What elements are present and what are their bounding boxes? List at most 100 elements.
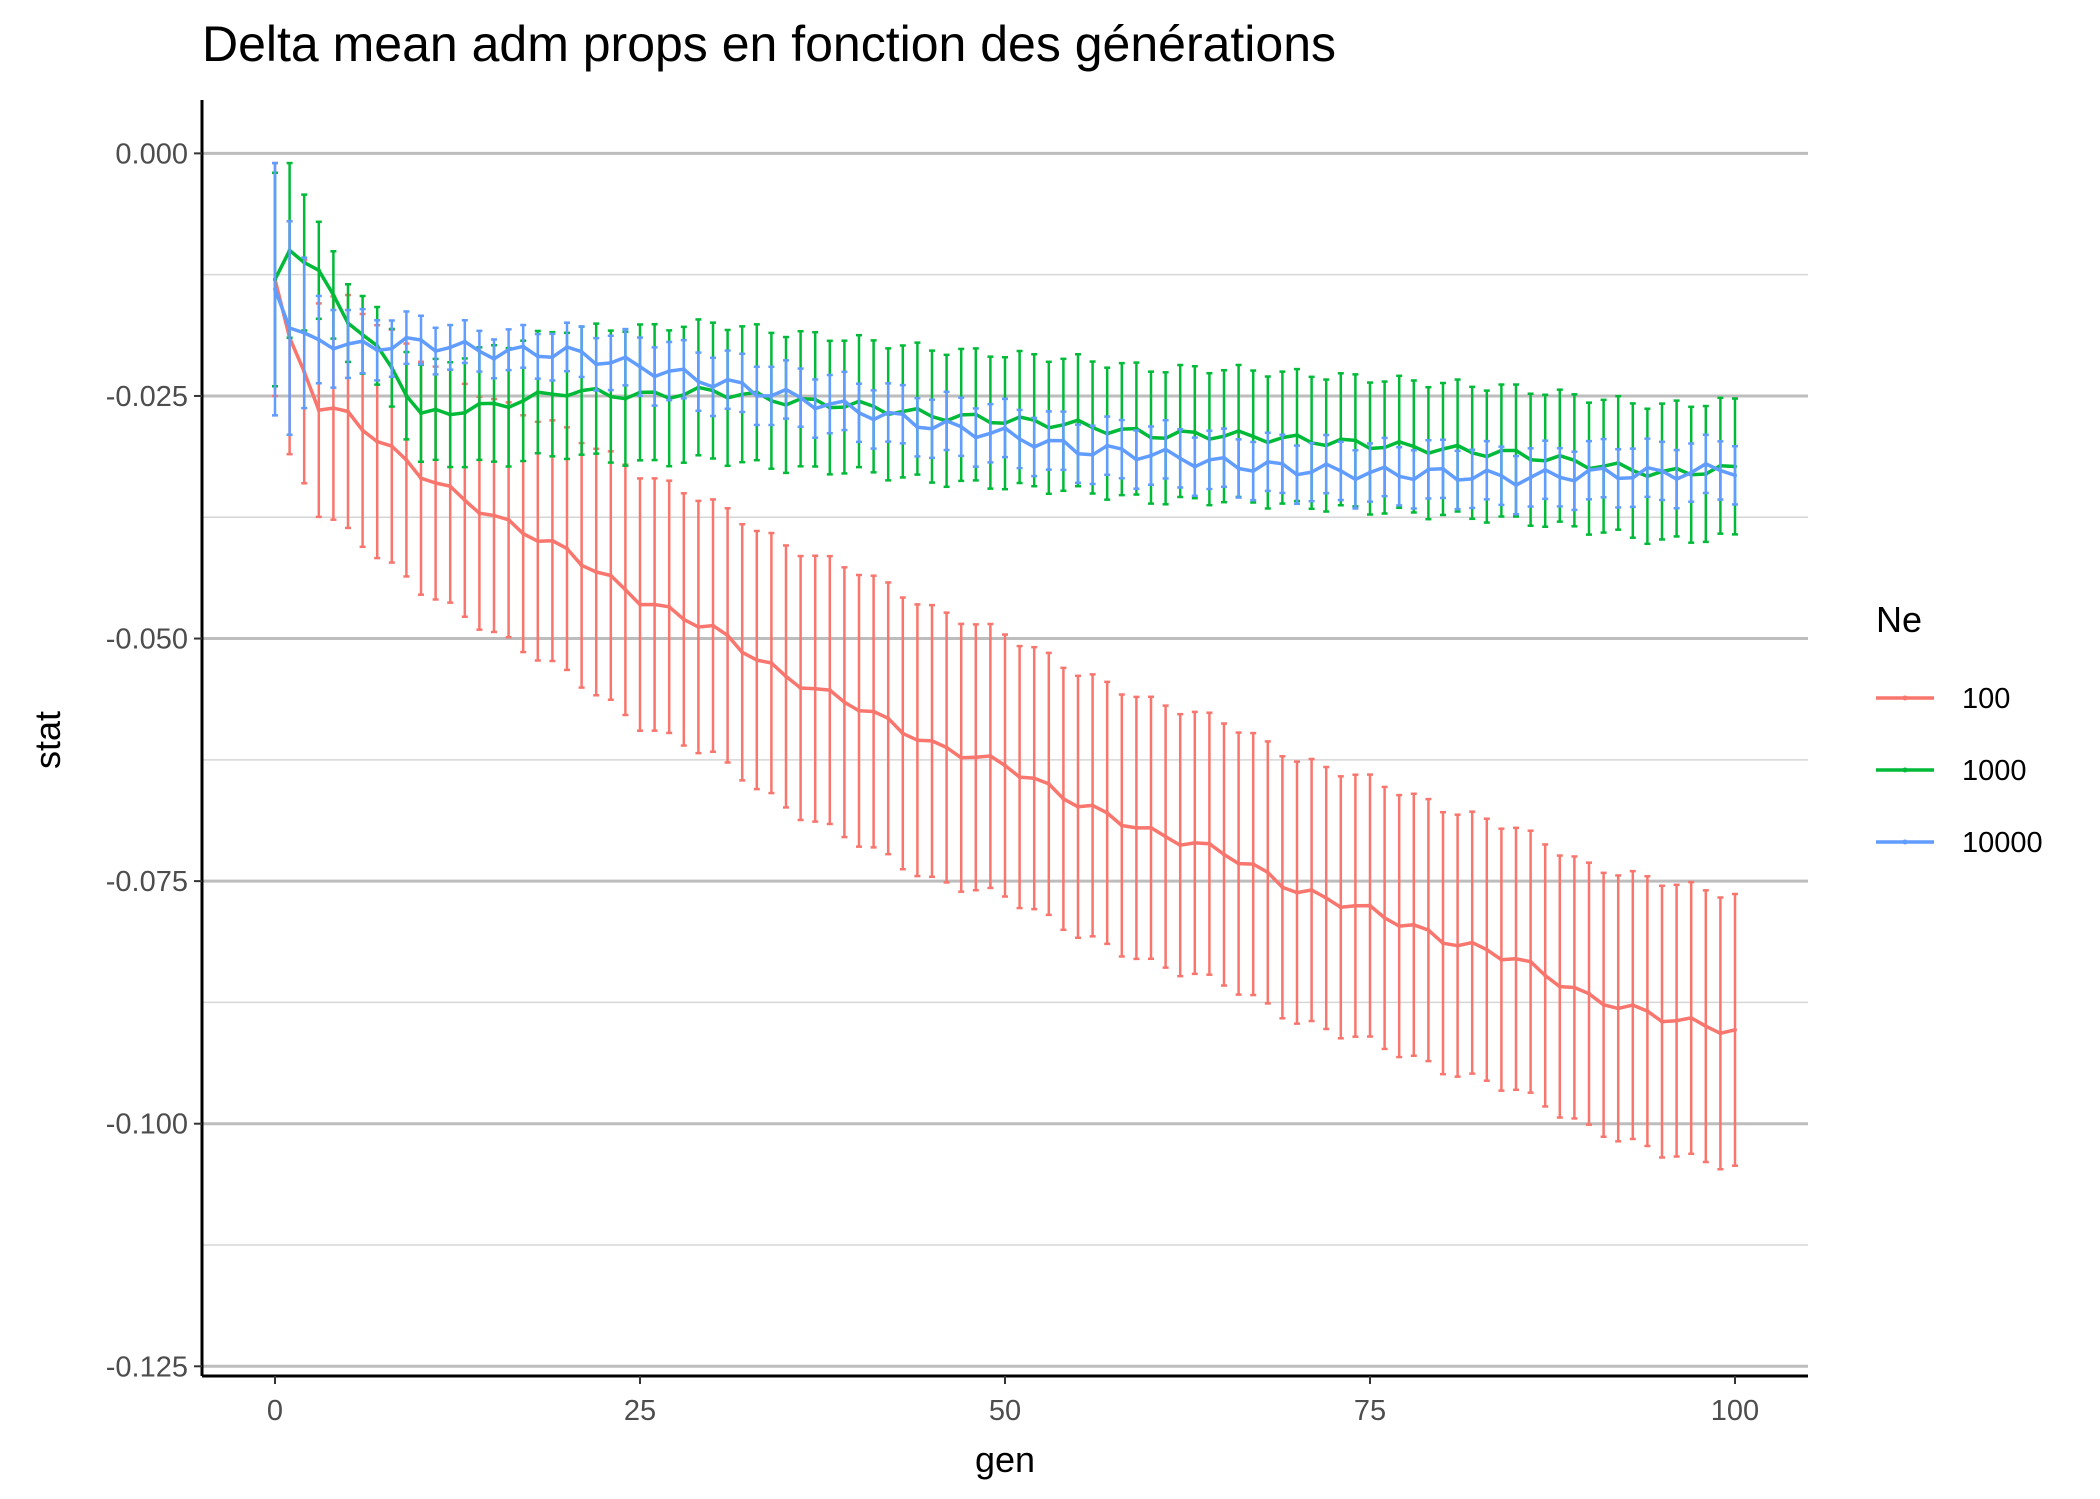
- point-1000: [1353, 438, 1358, 443]
- point-100: [1207, 841, 1212, 846]
- point-100: [813, 686, 818, 691]
- point-100: [1163, 834, 1168, 839]
- point-100: [1689, 1015, 1694, 1020]
- point-100: [477, 511, 482, 516]
- point-1000: [608, 394, 613, 399]
- point-10000: [1572, 478, 1577, 483]
- point-10000: [1338, 468, 1343, 473]
- x-tick-label: 50: [989, 1395, 1021, 1427]
- y-tick-label: -0.050: [106, 624, 188, 656]
- point-10000: [1514, 483, 1518, 488]
- point-100: [1645, 1009, 1650, 1014]
- point-10000: [1660, 468, 1664, 473]
- point-100: [1251, 862, 1256, 867]
- point-100: [1119, 823, 1124, 828]
- point-100: [433, 481, 438, 486]
- point-100: [740, 650, 745, 655]
- point-100: [973, 755, 978, 760]
- point-100: [1601, 1002, 1606, 1007]
- point-10000: [375, 348, 380, 353]
- point-100: [1295, 890, 1299, 895]
- point-100: [375, 439, 380, 444]
- point-100: [462, 498, 467, 503]
- point-10000: [535, 354, 540, 359]
- legend-items: 100 1000 10000: [1876, 683, 2043, 859]
- x-tick-label: 0: [267, 1395, 283, 1427]
- point-100: [594, 570, 599, 575]
- point-100: [886, 716, 891, 721]
- y-tick-label: 0.000: [115, 138, 188, 170]
- point-10000: [316, 337, 321, 342]
- point-10000: [696, 379, 701, 384]
- point-100: [1733, 1027, 1737, 1032]
- point-10000: [1236, 466, 1241, 471]
- point-100: [842, 700, 847, 705]
- point-100: [419, 476, 423, 481]
- point-100: [623, 587, 628, 592]
- point-10000: [1689, 470, 1694, 475]
- point-10000: [988, 431, 993, 436]
- point-10000: [331, 346, 336, 351]
- point-100: [579, 563, 584, 568]
- point-1000: [1411, 444, 1416, 449]
- point-10000: [886, 410, 891, 415]
- point-10000: [462, 339, 467, 344]
- point-10000: [1251, 469, 1256, 474]
- legend-swatch-point: [1902, 695, 1908, 701]
- point-100: [754, 658, 759, 663]
- x-tick-label: 75: [1354, 1395, 1386, 1427]
- point-10000: [681, 367, 686, 372]
- point-10000: [1733, 473, 1737, 478]
- point-1000: [1295, 433, 1299, 438]
- point-100: [1236, 861, 1241, 866]
- point-10000: [1674, 477, 1679, 482]
- point-100: [1017, 775, 1022, 780]
- point-100: [1149, 825, 1153, 830]
- point-100: [1572, 985, 1577, 990]
- point-100: [1309, 888, 1314, 893]
- point-1000: [1236, 428, 1241, 433]
- point-10000: [1192, 464, 1197, 469]
- point-100: [1484, 947, 1489, 952]
- point-10000: [477, 349, 482, 354]
- point-100: [1426, 928, 1431, 933]
- point-100: [316, 408, 321, 413]
- point-10000: [944, 418, 949, 423]
- legend-item-1000: 1000: [1876, 755, 2027, 787]
- point-100: [1353, 903, 1358, 908]
- point-1000: [1455, 443, 1460, 448]
- point-10000: [1368, 470, 1372, 475]
- point-100: [1178, 843, 1183, 848]
- point-10000: [973, 435, 978, 440]
- legend-label: 10000: [1962, 827, 2043, 859]
- point-100: [1368, 903, 1372, 908]
- point-10000: [915, 425, 920, 430]
- x-tick-label: 25: [624, 1395, 656, 1427]
- point-100: [1192, 840, 1197, 845]
- point-100: [404, 458, 409, 463]
- y-tick-label: -0.025: [106, 381, 188, 413]
- point-10000: [827, 402, 832, 407]
- point-10000: [842, 398, 847, 403]
- point-100: [725, 633, 730, 638]
- point-10000: [1630, 475, 1635, 480]
- point-100: [696, 625, 701, 630]
- point-100: [1382, 915, 1387, 920]
- point-10000: [1703, 461, 1708, 466]
- point-10000: [1411, 477, 1416, 482]
- point-100: [360, 428, 365, 433]
- point-10000: [1484, 468, 1489, 473]
- point-100: [1528, 959, 1533, 964]
- point-10000: [813, 406, 818, 411]
- point-10000: [740, 380, 745, 385]
- point-100: [1046, 781, 1051, 786]
- point-100: [681, 617, 686, 622]
- point-10000: [404, 335, 409, 340]
- point-1000: [623, 396, 628, 401]
- point-10000: [273, 287, 277, 292]
- y-tick-label: -0.075: [106, 866, 188, 898]
- point-100: [1032, 776, 1037, 781]
- point-10000: [1207, 457, 1212, 462]
- point-1000: [477, 401, 482, 406]
- x-axis-title: gen: [975, 1439, 1035, 1480]
